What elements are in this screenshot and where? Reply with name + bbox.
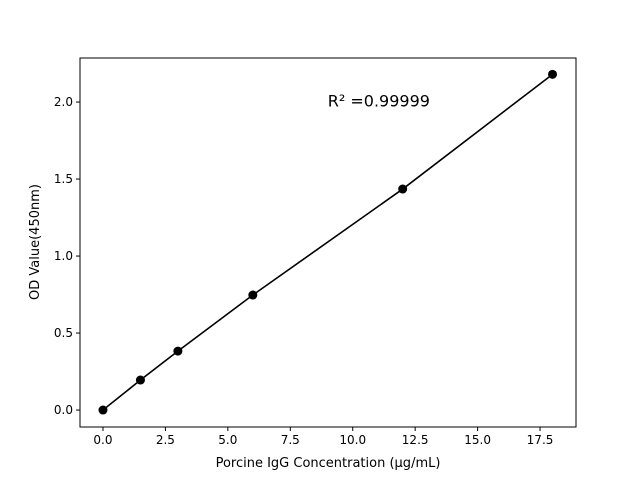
y-axis-label: OD Value(450nm) xyxy=(28,184,43,300)
data-point xyxy=(398,184,408,194)
x-tick-label: 17.5 xyxy=(527,433,554,447)
data-point xyxy=(548,69,558,79)
x-tick-label: 2.5 xyxy=(156,433,175,447)
y-tick-label: 0.5 xyxy=(54,326,73,340)
x-tick-label: 7.5 xyxy=(281,433,300,447)
x-tick-label: 5.0 xyxy=(218,433,237,447)
x-tick-label: 0.0 xyxy=(93,433,112,447)
x-tick-label: 15.0 xyxy=(464,433,491,447)
plot-frame xyxy=(79,57,577,428)
fit-line xyxy=(102,73,554,411)
data-point xyxy=(173,346,183,356)
y-tick-label: 1.0 xyxy=(54,249,73,263)
y-tick-label: 0.0 xyxy=(54,403,73,417)
x-tick-label: 10.0 xyxy=(339,433,366,447)
x-tick-label: 12.5 xyxy=(402,433,429,447)
x-axis-label: Porcine IgG Concentration (μg/mL) xyxy=(216,456,441,471)
data-point xyxy=(135,375,145,385)
data-point xyxy=(248,290,258,300)
r-squared-annotation: R² =0.99999 xyxy=(328,92,430,111)
data-point xyxy=(98,405,108,415)
y-tick-label: 1.5 xyxy=(54,172,73,186)
y-tick-label: 2.0 xyxy=(54,95,73,109)
